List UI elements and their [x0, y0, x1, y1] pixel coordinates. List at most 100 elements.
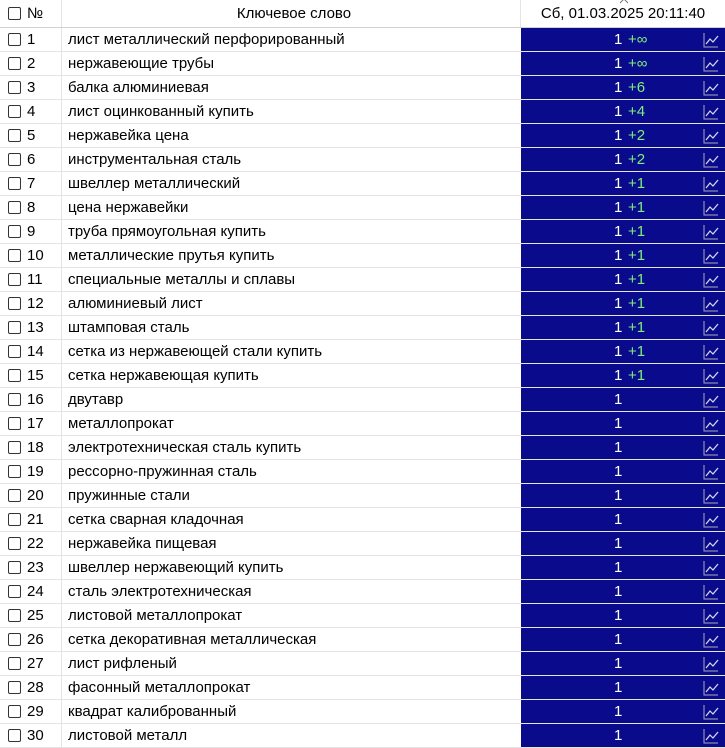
chart-icon[interactable] — [703, 128, 719, 144]
chart-icon[interactable] — [703, 248, 719, 264]
row-checkbox[interactable] — [8, 201, 21, 214]
chart-icon[interactable] — [703, 56, 719, 72]
chart-icon[interactable] — [703, 392, 719, 408]
row-checkbox[interactable] — [8, 321, 21, 334]
row-checkbox[interactable] — [8, 129, 21, 142]
header-date[interactable]: Сб, 01.03.2025 20:11:40 — [521, 0, 725, 27]
row-checkbox[interactable] — [8, 561, 21, 574]
row-checkbox[interactable] — [8, 537, 21, 550]
chart-icon[interactable] — [703, 608, 719, 624]
row-number: 23 — [27, 559, 44, 576]
row-checkbox[interactable] — [8, 153, 21, 166]
row-checkbox[interactable] — [8, 105, 21, 118]
chart-icon[interactable] — [703, 200, 719, 216]
chart-icon[interactable] — [703, 512, 719, 528]
header-number-cell[interactable]: № — [0, 0, 62, 27]
chart-icon[interactable] — [703, 632, 719, 648]
chart-icon[interactable] — [703, 104, 719, 120]
chart-icon[interactable] — [703, 296, 719, 312]
chart-icon[interactable] — [703, 680, 719, 696]
chart-icon[interactable] — [703, 560, 719, 576]
chart-icon[interactable] — [703, 704, 719, 720]
row-checkbox[interactable] — [8, 489, 21, 502]
row-checkbox[interactable] — [8, 81, 21, 94]
position: 1 — [614, 31, 623, 48]
table-row[interactable]: 29 квадрат калиброванный 1 — [0, 700, 725, 724]
table-row[interactable]: 23 швеллер нержавеющий купить 1 — [0, 556, 725, 580]
table-row[interactable]: 19 рессорно-пружинная сталь 1 — [0, 460, 725, 484]
row-checkbox[interactable] — [8, 513, 21, 526]
row-number: 4 — [27, 103, 36, 120]
table-row[interactable]: 5 нержавейка цена 1 +2 — [0, 124, 725, 148]
row-checkbox[interactable] — [8, 609, 21, 622]
table-row[interactable]: 11 специальные металлы и сплавы 1 +1 — [0, 268, 725, 292]
chart-icon[interactable] — [703, 728, 719, 744]
table-row[interactable]: 20 пружинные стали 1 — [0, 484, 725, 508]
row-checkbox[interactable] — [8, 417, 21, 430]
table-row[interactable]: 18 электротехническая сталь купить 1 — [0, 436, 725, 460]
row-checkbox[interactable] — [8, 633, 21, 646]
row-checkbox[interactable] — [8, 729, 21, 742]
table-row[interactable]: 9 труба прямоугольная купить 1 +1 — [0, 220, 725, 244]
chart-icon[interactable] — [703, 320, 719, 336]
row-checkbox[interactable] — [8, 57, 21, 70]
table-row[interactable]: 22 нержавейка пищевая 1 — [0, 532, 725, 556]
chart-icon[interactable] — [703, 152, 719, 168]
table-row[interactable]: 1 лист металлический перфорированный 1 +∞ — [0, 28, 725, 52]
row-checkbox[interactable] — [8, 585, 21, 598]
chart-icon[interactable] — [703, 272, 719, 288]
chart-icon[interactable] — [703, 368, 719, 384]
table-row[interactable]: 25 листовой металлопрокат 1 — [0, 604, 725, 628]
table-row[interactable]: 27 лист рифленый 1 — [0, 652, 725, 676]
chart-icon[interactable] — [703, 32, 719, 48]
row-checkbox[interactable] — [8, 273, 21, 286]
chart-icon[interactable] — [703, 464, 719, 480]
row-checkbox[interactable] — [8, 225, 21, 238]
select-all-checkbox[interactable] — [8, 7, 21, 20]
table-row[interactable]: 12 алюминиевый лист 1 +1 — [0, 292, 725, 316]
table-row[interactable]: 2 нержавеющие трубы 1 +∞ — [0, 52, 725, 76]
chart-icon[interactable] — [703, 440, 719, 456]
row-checkbox[interactable] — [8, 393, 21, 406]
row-checkbox[interactable] — [8, 297, 21, 310]
keyword-cell: инструментальная сталь — [62, 148, 521, 171]
table-row[interactable]: 4 лист оцинкованный купить 1 +4 — [0, 100, 725, 124]
chart-icon[interactable] — [703, 224, 719, 240]
table-row[interactable]: 30 листовой металл 1 — [0, 724, 725, 748]
chart-icon[interactable] — [703, 584, 719, 600]
table-row[interactable]: 28 фасонный металлопрокат 1 — [0, 676, 725, 700]
row-checkbox[interactable] — [8, 465, 21, 478]
table-row[interactable]: 14 сетка из нержавеющей стали купить 1 +1 — [0, 340, 725, 364]
table-row[interactable]: 8 цена нержавейки 1 +1 — [0, 196, 725, 220]
table-row[interactable]: 3 балка алюминиевая 1 +6 — [0, 76, 725, 100]
chart-icon[interactable] — [703, 536, 719, 552]
chart-icon[interactable] — [703, 344, 719, 360]
row-checkbox[interactable] — [8, 33, 21, 46]
table-row[interactable]: 13 штамповая сталь 1 +1 — [0, 316, 725, 340]
row-checkbox[interactable] — [8, 369, 21, 382]
row-checkbox[interactable] — [8, 441, 21, 454]
table-row[interactable]: 16 двутавр 1 — [0, 388, 725, 412]
header-keyword[interactable]: Ключевое слово — [62, 0, 521, 27]
table-row[interactable]: 7 швеллер металлический 1 +1 — [0, 172, 725, 196]
table-row[interactable]: 26 сетка декоративная металлическая 1 — [0, 628, 725, 652]
row-checkbox[interactable] — [8, 657, 21, 670]
position-cell: 1 — [521, 532, 725, 555]
table-row[interactable]: 17 металлопрокат 1 — [0, 412, 725, 436]
row-checkbox[interactable] — [8, 681, 21, 694]
chart-icon[interactable] — [703, 488, 719, 504]
chart-icon[interactable] — [703, 416, 719, 432]
table-row[interactable]: 6 инструментальная сталь 1 +2 — [0, 148, 725, 172]
table-row[interactable]: 21 сетка сварная кладочная 1 — [0, 508, 725, 532]
row-checkbox[interactable] — [8, 705, 21, 718]
table-row[interactable]: 10 металлические прутья купить 1 +1 — [0, 244, 725, 268]
row-checkbox[interactable] — [8, 345, 21, 358]
row-checkbox[interactable] — [8, 249, 21, 262]
keyword: сетка из нержавеющей стали купить — [68, 343, 323, 360]
chart-icon[interactable] — [703, 176, 719, 192]
chart-icon[interactable] — [703, 80, 719, 96]
row-checkbox[interactable] — [8, 177, 21, 190]
table-row[interactable]: 15 сетка нержавеющая купить 1 +1 — [0, 364, 725, 388]
table-row[interactable]: 24 сталь электротехническая 1 — [0, 580, 725, 604]
chart-icon[interactable] — [703, 656, 719, 672]
